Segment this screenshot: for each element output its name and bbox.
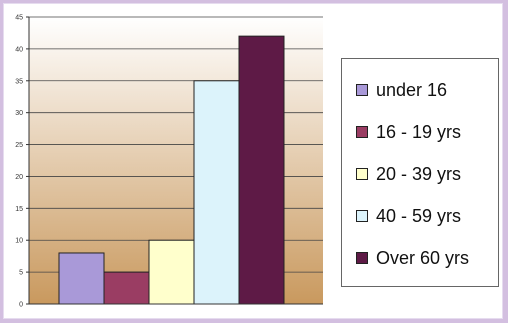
y-tick-label: 0 <box>19 302 23 309</box>
legend-label: Over 60 yrs <box>376 247 470 268</box>
bar-3 <box>148 239 195 305</box>
bar-4 <box>193 80 240 305</box>
y-tick-label: 10 <box>15 238 23 245</box>
y-tick-label: 20 <box>15 174 23 181</box>
y-tick-label: 35 <box>15 78 23 85</box>
legend-swatch <box>356 84 368 96</box>
y-tick-label: 40 <box>15 46 23 53</box>
legend-item: 16 - 19 yrs <box>356 121 461 143</box>
legend-swatch <box>356 210 368 222</box>
y-tick-label: 25 <box>15 142 23 149</box>
legend-swatch <box>356 126 368 138</box>
legend-swatch <box>356 168 368 180</box>
bar-1 <box>58 252 105 305</box>
y-tick-label: 45 <box>15 15 23 22</box>
legend-item: under 16 <box>356 79 447 101</box>
legend-label: 40 - 59 yrs <box>376 205 462 226</box>
chart-legend: under 16 16 - 19 yrs 20 - 39 yrs 40 - 59 yr… <box>341 58 499 287</box>
bar-5 <box>238 35 285 305</box>
bar-2 <box>103 271 150 305</box>
legend-item: 40 - 59 yrs <box>356 205 461 227</box>
y-tick-label: 5 <box>19 270 23 277</box>
legend-item: Over 60 yrs <box>356 247 469 269</box>
legend-label: 16 - 19 yrs <box>376 121 462 142</box>
chart-frame: 0 5 10 15 20 25 30 35 40 45 under 16 16 - 19 yrs 20… <box>3 3 503 319</box>
y-tick-label: 30 <box>15 110 23 117</box>
y-tick-label: 15 <box>15 206 23 213</box>
legend-swatch <box>356 252 368 264</box>
legend-label: under 16 <box>376 79 448 100</box>
bar-chart: 0 5 10 15 20 25 30 35 40 45 <box>15 15 323 309</box>
legend-label: 20 - 39 yrs <box>376 163 462 184</box>
legend-item: 20 - 39 yrs <box>356 163 461 185</box>
